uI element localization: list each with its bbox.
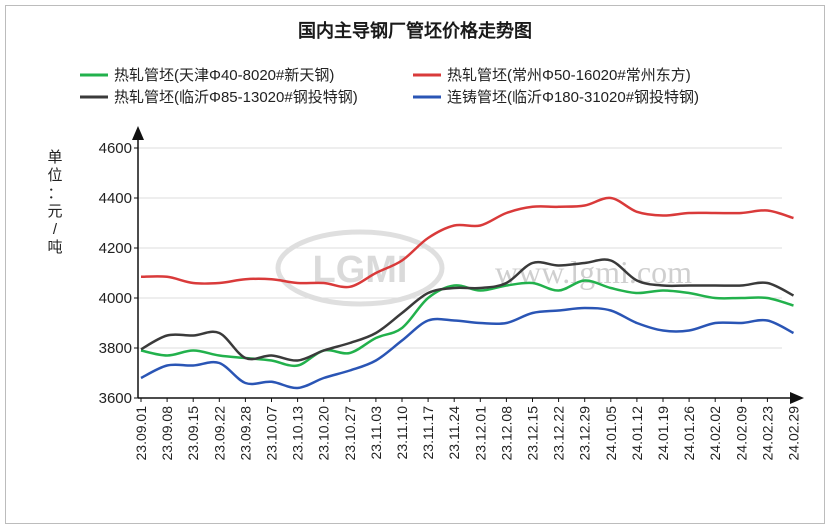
x-tick-label: 23.10.27 xyxy=(342,406,358,461)
x-tick-label: 24.01.26 xyxy=(681,406,697,461)
y-tick-label: 4200 xyxy=(99,240,132,257)
series-line-linyi-cast xyxy=(140,306,795,390)
y-axis-label-char: 吨 xyxy=(47,239,62,256)
x-tick-label: 24.02.23 xyxy=(759,406,775,461)
x-tick-label: 24.01.05 xyxy=(603,406,619,461)
y-axis-label-char: 单 xyxy=(47,149,62,166)
legend-label-tianjin: 热轧管坯(天津Φ40-8020#新天钢) xyxy=(114,67,334,84)
x-tick-label: 23.09.28 xyxy=(237,406,253,461)
y-axis-label: 单 位 ： 元 / 吨 xyxy=(47,149,62,256)
chart-frame xyxy=(5,5,825,524)
y-axis-label-char: / xyxy=(53,221,58,238)
y-axis-label-char: 位 xyxy=(47,167,62,184)
x-tick-label: 23.12.08 xyxy=(498,406,514,461)
x-tick-label: 23.12.01 xyxy=(472,406,488,461)
y-tick-label: 3600 xyxy=(99,390,132,407)
x-tick-label: 24.02.29 xyxy=(786,406,802,461)
logo-text: LGMI xyxy=(313,249,408,291)
x-tick-label: 23.11.17 xyxy=(420,406,436,460)
x-tick-label: 23.09.08 xyxy=(159,406,175,461)
x-tick-label: 23.10.20 xyxy=(316,406,332,461)
x-tick-label: 23.11.10 xyxy=(394,406,410,460)
y-axis-label-char: ： xyxy=(47,185,62,202)
y-axis-label-char: 元 xyxy=(47,203,62,220)
x-tick-label: 23.09.22 xyxy=(211,406,227,461)
x-tick-label: 23.09.15 xyxy=(185,406,201,461)
grid-lines xyxy=(138,147,782,349)
x-tick-label: 23.12.15 xyxy=(525,406,541,461)
y-tick-label: 3800 xyxy=(99,340,132,357)
x-tick-label: 23.10.13 xyxy=(290,406,306,461)
x-axis-arrow xyxy=(790,392,804,404)
x-tick-label: 24.01.12 xyxy=(629,406,645,461)
y-tick-label: 4000 xyxy=(99,290,132,307)
x-tick-label: 23.10.07 xyxy=(264,406,280,461)
x-tick-label: 24.02.09 xyxy=(733,406,749,461)
x-tick-label: 23.12.22 xyxy=(551,406,567,461)
legend: 热轧管坯(天津Φ40-8020#新天钢) 热轧管坯(常州Φ50-16020#常州… xyxy=(80,67,699,106)
chart-title: 国内主导钢厂管坯价格走势图 xyxy=(298,20,532,41)
legend-label-linyi-cast: 连铸管坯(临沂Φ180-31020#钢投特钢) xyxy=(447,89,699,106)
series-line-changzhou xyxy=(140,196,794,289)
y-tick-label: 4600 xyxy=(99,140,132,157)
legend-label-changzhou: 热轧管坯(常州Φ50-16020#常州东方) xyxy=(447,67,691,84)
y-axis-ticks: 3600 3800 4000 4200 4400 4600 xyxy=(99,140,138,407)
y-tick-label: 4400 xyxy=(99,190,132,207)
x-tick-label: 23.11.03 xyxy=(368,406,384,460)
x-tick-label: 23.11.24 xyxy=(446,406,462,460)
y-axis-arrow xyxy=(132,126,144,140)
x-tick-label: 23.12.29 xyxy=(577,406,593,461)
watermark-logo: LGMI xyxy=(275,229,445,307)
legend-label-linyi-hot: 热轧管坯(临沂Φ85-13020#钢投特钢) xyxy=(114,89,358,106)
series-lines xyxy=(140,196,795,390)
x-tick-label: 24.02.02 xyxy=(707,406,723,461)
logo-ellipse xyxy=(275,229,445,307)
x-tick-label: 24.01.19 xyxy=(655,406,671,461)
x-axis-ticks: 23.09.01 23.09.08 23.09.15 23.09.22 23.09.28… xyxy=(133,398,802,461)
x-tick-label: 23.09.01 xyxy=(133,406,149,461)
series-line-linyi-hot xyxy=(140,258,795,362)
